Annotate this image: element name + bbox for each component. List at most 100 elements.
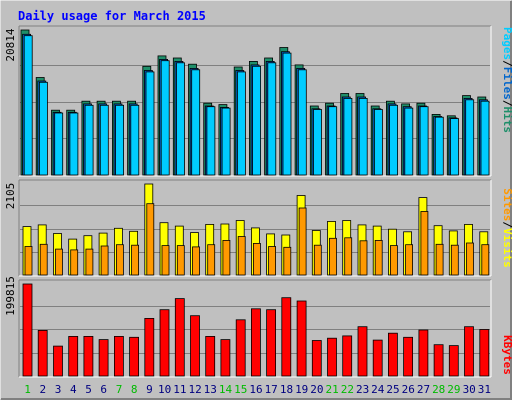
chart-panels — [18, 25, 492, 378]
bar-pages-day-17 — [267, 62, 277, 176]
bar-pages-day-12 — [191, 69, 201, 176]
day-label-28: 28 — [432, 383, 445, 396]
day-label-12: 12 — [188, 383, 201, 396]
bar-kbytes-day-11 — [174, 298, 185, 377]
bar-pages-day-16 — [252, 65, 262, 176]
day-label-20: 20 — [310, 383, 323, 396]
day-label-30: 30 — [463, 383, 476, 396]
bar-kbytes-day-30 — [464, 326, 474, 377]
legend-separator: / — [501, 100, 512, 107]
day-label-1: 1 — [24, 383, 31, 396]
bar-kbytes-day-17 — [266, 309, 277, 377]
day-label-11: 11 — [173, 383, 186, 396]
day-label-2: 2 — [39, 383, 46, 396]
bar-kbytes-day-26 — [403, 336, 414, 377]
bar-kbytes-day-16 — [250, 308, 261, 377]
bar-sites-day-10 — [161, 245, 170, 276]
bar-pages-day-3 — [54, 112, 64, 176]
bar-pages-day-31 — [480, 100, 490, 176]
bar-pages-day-27 — [419, 106, 429, 176]
day-label-17: 17 — [265, 383, 278, 396]
bar-kbytes-day-6 — [98, 339, 109, 377]
bar-sites-day-29 — [450, 244, 459, 276]
legend-middle: Sites/Visits — [501, 188, 512, 268]
bar-sites-day-19 — [298, 207, 307, 276]
legend-item-kbytes: KBytes — [501, 335, 512, 375]
bar-pages-day-2 — [39, 81, 48, 176]
day-label-21: 21 — [325, 383, 338, 396]
day-label-23: 23 — [356, 383, 369, 396]
day-label-9: 9 — [146, 383, 153, 396]
day-label-10: 10 — [158, 383, 171, 396]
bar-pages-day-24 — [373, 109, 383, 176]
series-sites — [24, 203, 490, 276]
legend-top: Pages/Files/Hits — [501, 27, 512, 133]
day-label-16: 16 — [249, 383, 262, 396]
bar-kbytes-day-25 — [387, 332, 398, 377]
bar-sites-day-15 — [237, 236, 246, 276]
day-label-25: 25 — [386, 383, 399, 396]
y-max-label-sites_visits: 2105 — [4, 183, 17, 210]
bar-kbytes-day-13 — [205, 335, 216, 377]
bar-kbytes-day-10 — [159, 309, 170, 377]
day-label-27: 27 — [417, 383, 430, 396]
y-axis-max-labels: 20814 2105 199815 — [4, 28, 17, 316]
day-label-15: 15 — [234, 383, 247, 396]
bar-pages-day-6 — [99, 104, 109, 176]
bar-sites-day-30 — [466, 242, 474, 276]
day-label-14: 14 — [219, 383, 233, 396]
day-label-8: 8 — [131, 383, 138, 396]
day-label-31: 31 — [478, 383, 491, 396]
bar-pages-day-10 — [160, 60, 170, 176]
day-label-29: 29 — [447, 383, 460, 396]
bar-kbytes-day-24 — [372, 339, 383, 377]
bar-pages-day-25 — [389, 104, 399, 176]
bar-sites-day-4 — [70, 249, 79, 276]
day-label-4: 4 — [70, 383, 77, 396]
y-max-label-hits_files_pages: 20814 — [4, 28, 17, 61]
day-label-18: 18 — [280, 383, 293, 396]
legend-item-visits: Visits — [501, 228, 512, 268]
bar-kbytes-day-27 — [418, 329, 429, 377]
bar-sites-day-16 — [252, 242, 261, 276]
bar-pages-day-7 — [115, 104, 124, 176]
bar-sites-day-3 — [55, 248, 63, 276]
bar-pages-day-29 — [450, 118, 459, 176]
bar-kbytes-day-31 — [479, 329, 490, 377]
day-label-19: 19 — [295, 383, 308, 396]
bar-kbytes-day-4 — [68, 335, 79, 377]
legend-item-sites: Sites — [501, 188, 512, 221]
day-label-24: 24 — [371, 383, 385, 396]
bar-kbytes-day-3 — [53, 345, 63, 377]
x-axis-day-labels: 1 2 3 4 5 6 7 8 9 10 11 12 13 14 15 16 17 18 19 20 21 22 23 24 2… — [24, 383, 491, 396]
bar-sites-day-26 — [405, 244, 414, 276]
bar-kbytes-day-20 — [311, 340, 322, 377]
panel-kbytes — [18, 279, 492, 378]
bar-sites-day-6 — [100, 245, 109, 276]
day-label-6: 6 — [100, 383, 107, 396]
panel-sites_visits — [18, 179, 492, 277]
bar-sites-day-13 — [207, 244, 216, 276]
bar-sites-day-21 — [329, 237, 337, 276]
bar-sites-day-11 — [176, 245, 185, 276]
bar-sites-day-28 — [435, 243, 444, 276]
series-kbytes — [22, 283, 490, 377]
bar-pages-day-14 — [221, 107, 231, 176]
bar-pages-day-1 — [23, 35, 33, 176]
bar-sites-day-25 — [389, 245, 398, 276]
bar-kbytes-day-14 — [220, 339, 231, 377]
bar-kbytes-day-15 — [235, 319, 246, 377]
day-label-5: 5 — [85, 383, 92, 396]
bar-kbytes-day-23 — [357, 326, 368, 377]
bar-kbytes-day-8 — [129, 336, 140, 377]
bar-pages-day-23 — [358, 98, 368, 176]
legend-separator: / — [501, 60, 512, 67]
bar-sites-day-18 — [283, 246, 292, 276]
bar-kbytes-day-1 — [22, 283, 33, 377]
legend-item-pages: Pages — [501, 27, 512, 60]
bar-sites-day-2 — [39, 243, 48, 276]
legend-separator: / — [501, 221, 512, 228]
bar-sites-day-20 — [313, 244, 322, 276]
bar-sites-day-27 — [420, 211, 429, 276]
